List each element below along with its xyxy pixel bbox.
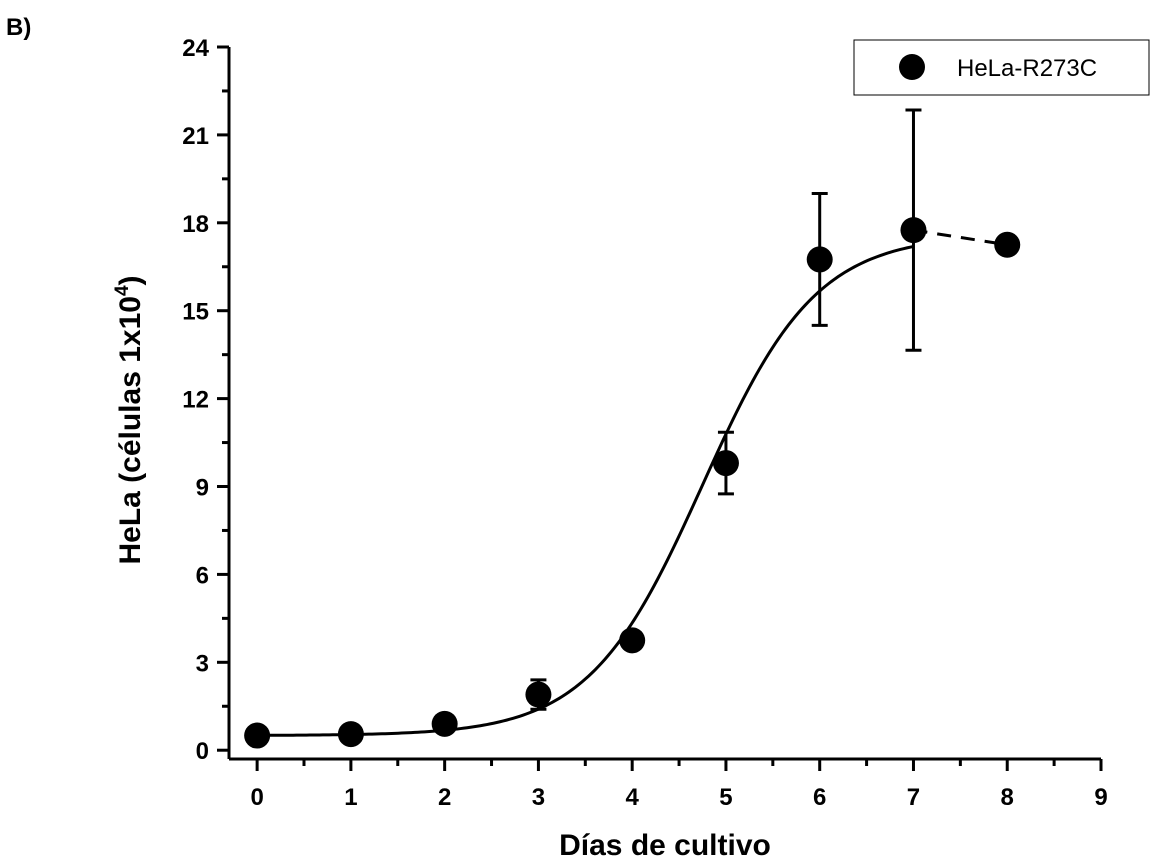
y-tick-label: 24: [182, 35, 209, 62]
x-tick-label: 4: [626, 784, 640, 811]
data-point: [619, 627, 646, 654]
x-tick-label: 8: [1001, 784, 1014, 811]
legend-marker: [899, 54, 925, 80]
x-tick-label: 3: [532, 784, 545, 811]
fit-curve-layer: [257, 228, 1008, 737]
x-tick-label: 9: [1094, 784, 1107, 811]
fit-curve: [257, 244, 914, 737]
y-tick-labels: 0 3 6 9 12 15 18 21 24: [182, 35, 209, 765]
y-tick-label: 3: [196, 650, 209, 677]
dashed-extension: [913, 228, 1008, 247]
chart-axes: [217, 45, 1103, 771]
x-tick-labels: 0 1 2 3 4 5 6 7 8 9: [250, 784, 1107, 811]
data-point: [900, 217, 927, 244]
x-tick-label: 0: [250, 784, 263, 811]
panel-label: B): [6, 14, 32, 41]
data-points-layer: [244, 217, 1021, 749]
data-point: [431, 710, 458, 737]
x-tick-label: 5: [719, 784, 732, 811]
y-tick-label: 21: [182, 123, 209, 150]
data-point: [244, 722, 271, 749]
y-axis-title: HeLa (células 1x104): [112, 275, 147, 564]
error-bars-layer: [530, 108, 922, 711]
data-point: [337, 721, 364, 748]
x-axis-title: Días de cultivo: [559, 829, 771, 862]
y-axis-title-tail: ): [114, 275, 147, 285]
y-tick-label: 18: [182, 211, 209, 238]
y-tick-label: 9: [196, 475, 209, 502]
y-axis-title-superscript: 4: [112, 285, 133, 296]
x-tick-label: 2: [438, 784, 451, 811]
y-tick-label: 12: [182, 387, 209, 414]
legend: HeLa-R273C: [853, 39, 1150, 96]
legend-label: HeLa-R273C: [957, 55, 1097, 82]
x-tick-label: 1: [344, 784, 357, 811]
y-axis-title-main: HeLa (células 1x10: [114, 296, 147, 565]
y-tick-label: 15: [182, 299, 209, 326]
x-tick-label: 7: [907, 784, 920, 811]
x-tick-label: 6: [813, 784, 826, 811]
y-tick-label: 0: [196, 738, 209, 765]
data-point: [994, 231, 1021, 258]
y-tick-label: 6: [196, 562, 209, 589]
data-point: [806, 246, 833, 273]
data-point: [525, 681, 552, 708]
data-point: [712, 450, 739, 477]
